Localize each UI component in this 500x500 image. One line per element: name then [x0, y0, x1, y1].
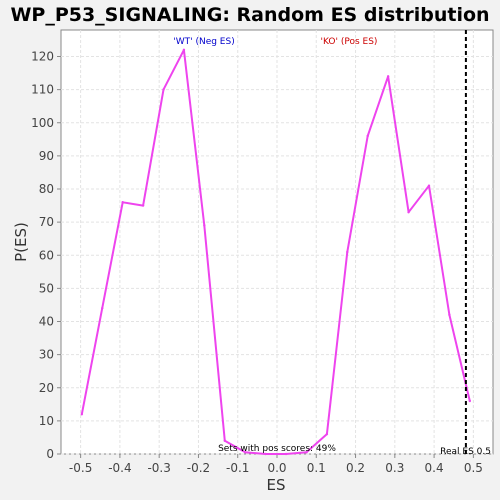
- y-tick-label: 100: [31, 116, 54, 130]
- data-point: [448, 313, 451, 317]
- data-point: [427, 184, 431, 187]
- x-tick-label: 0.0: [267, 461, 286, 475]
- data-point: [182, 48, 186, 52]
- data-point: [264, 452, 267, 456]
- data-point: [223, 439, 226, 442]
- data-point: [346, 250, 349, 254]
- sets-pos-scores-label: Sets with pos scores: 49%: [218, 444, 336, 454]
- data-point: [101, 307, 104, 310]
- x-tick-label: 0.5: [464, 461, 483, 475]
- x-tick-label: -0.3: [147, 461, 170, 475]
- data-point: [80, 413, 84, 416]
- x-axis-label: ES: [267, 476, 286, 494]
- neg-es-label: 'WT' (Neg ES): [173, 37, 234, 47]
- data-point: [141, 204, 145, 207]
- y-tick-label: 120: [31, 50, 54, 64]
- y-tick-label: 40: [39, 315, 54, 329]
- y-tick-label: 20: [39, 381, 54, 395]
- data-point: [325, 432, 329, 436]
- pos-es-label: 'KO' (Pos ES): [321, 37, 378, 47]
- data-point: [121, 201, 124, 204]
- annotations: 'WT' (Neg ES) 'KO' (Pos ES) Sets with po…: [173, 37, 491, 457]
- data-point: [203, 224, 206, 227]
- data-point: [243, 451, 247, 454]
- data-point: [162, 88, 165, 91]
- data-point: [305, 451, 308, 454]
- axis-ticks: 0 10 20 30 40 50 60 70 80 90 100 110 120 -0.5 -0.4 -0.3…: [31, 50, 483, 476]
- y-tick-label: 10: [39, 414, 54, 428]
- grid: [61, 30, 493, 455]
- series-layer: [80, 30, 472, 456]
- chart-title: WP_P53_SIGNALING: Random ES distribution: [10, 4, 489, 26]
- x-tick-label: 0.4: [425, 461, 444, 475]
- y-tick-label: 60: [39, 248, 54, 262]
- data-point: [468, 399, 472, 403]
- x-tick-label: 0.1: [307, 461, 326, 475]
- data-point: [386, 75, 390, 78]
- series-line: [80, 48, 471, 455]
- y-tick-label: 0: [46, 447, 54, 461]
- y-tick-label: 110: [31, 83, 54, 97]
- x-tick-label: 0.2: [346, 461, 365, 475]
- y-tick-label: 80: [39, 182, 54, 196]
- data-point: [284, 452, 288, 456]
- x-tick-label: -0.1: [226, 461, 249, 475]
- x-tick-label: -0.5: [69, 461, 92, 475]
- y-axis-label: P(ES): [12, 222, 30, 262]
- data-point: [407, 210, 410, 214]
- y-tick-label: 50: [39, 281, 54, 295]
- x-tick-label: -0.2: [187, 461, 210, 475]
- y-tick-label: 30: [39, 348, 54, 362]
- data-point: [366, 134, 369, 138]
- y-tick-label: 70: [39, 215, 54, 229]
- y-tick-label: 90: [39, 149, 54, 163]
- x-tick-label: -0.4: [108, 461, 131, 475]
- real-es-label: Real ES 0.5: [440, 447, 491, 457]
- x-tick-label: 0.3: [385, 461, 404, 475]
